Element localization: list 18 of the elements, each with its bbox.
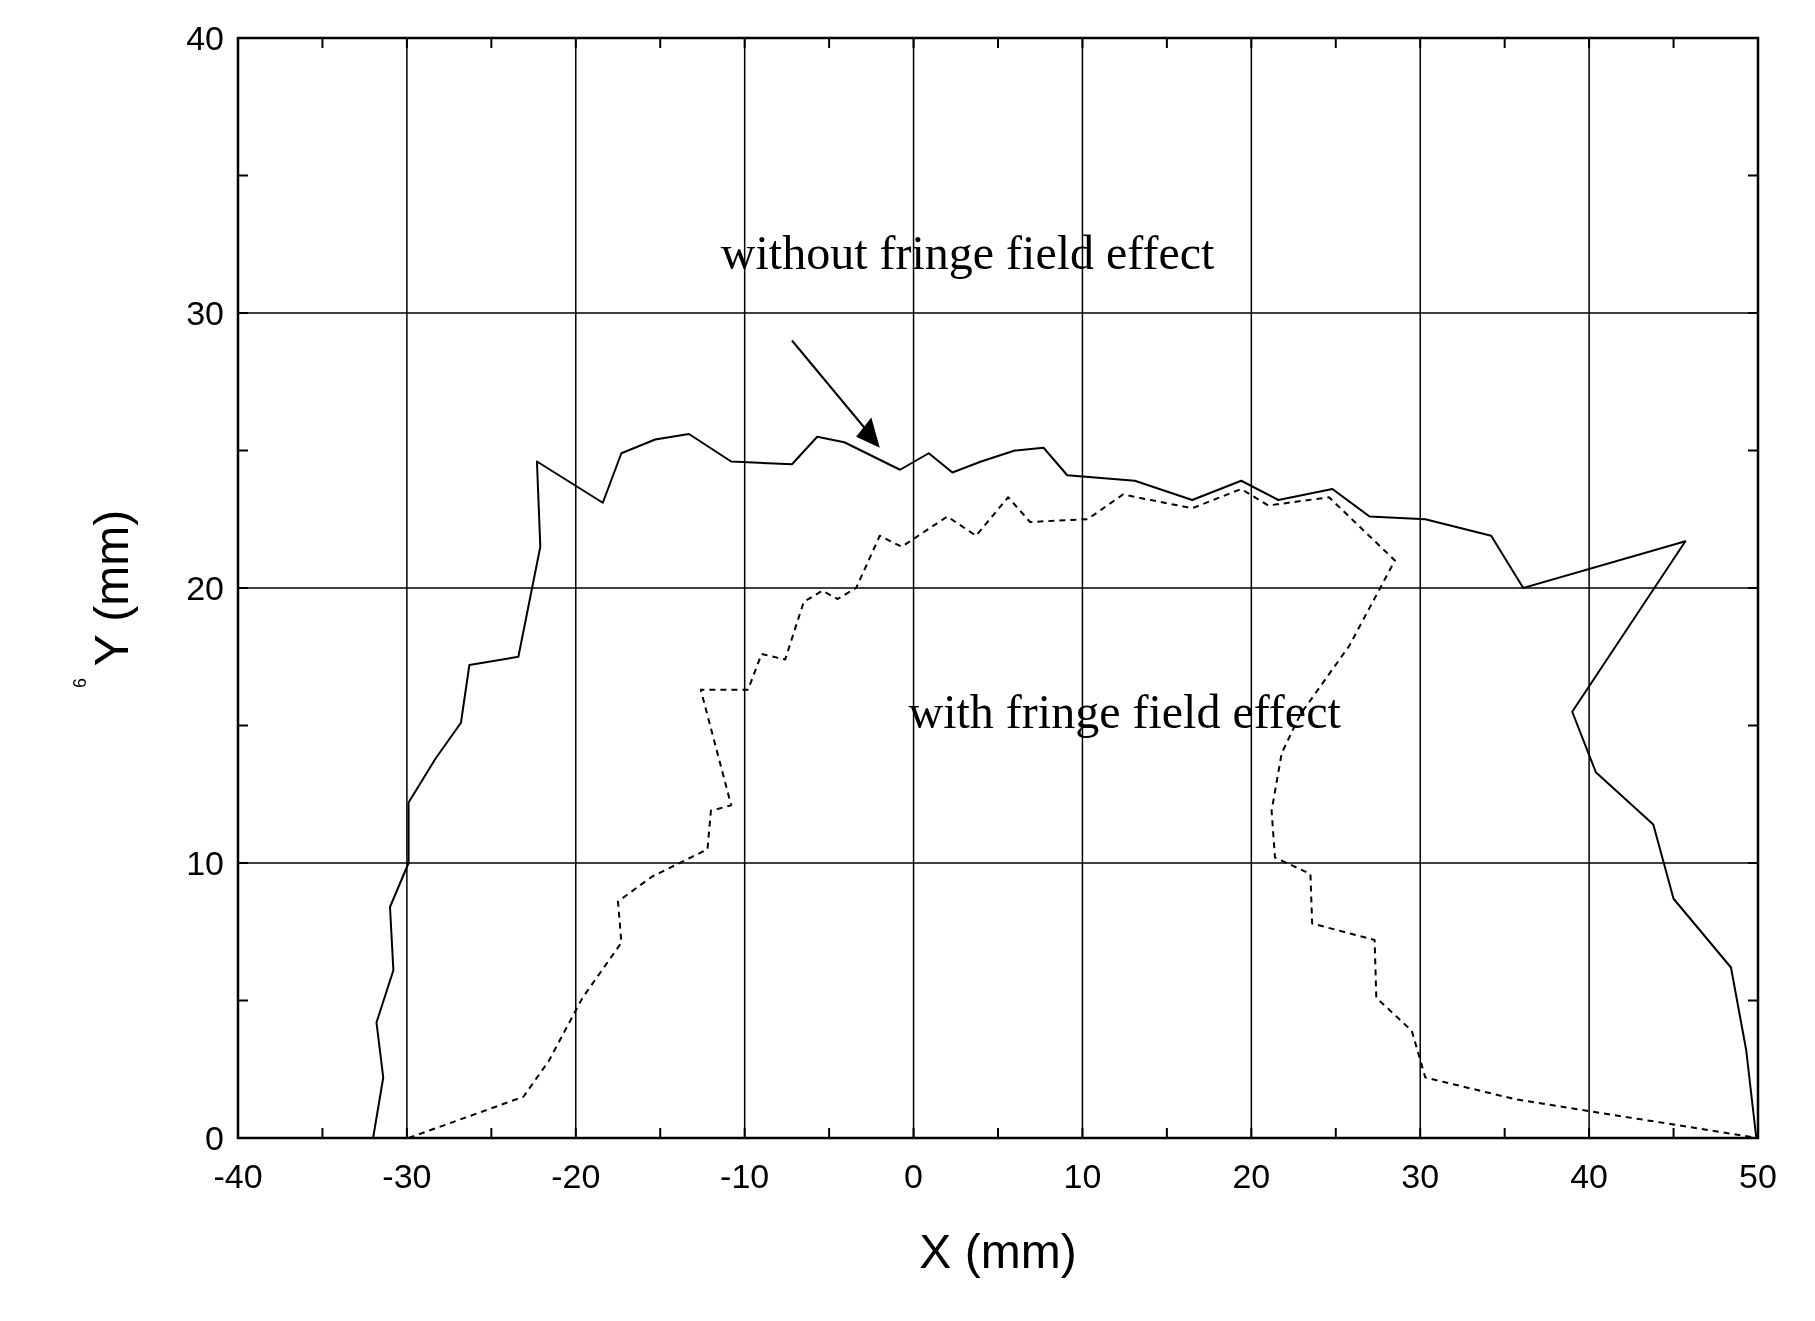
x-tick-label: -20: [551, 1157, 601, 1195]
x-tick-label: 50: [1739, 1157, 1777, 1195]
y-axis-title: Y (mm): [85, 509, 138, 667]
x-tick-label: -30: [382, 1157, 432, 1195]
x-tick-label: 20: [1232, 1157, 1271, 1195]
x-tick-label: 10: [1063, 1157, 1102, 1195]
text: 6: [70, 677, 90, 689]
y-tick-label: 30: [186, 293, 224, 332]
x-tick-label: -10: [720, 1157, 770, 1195]
x-tick-label: 0: [904, 1157, 924, 1195]
y-tick-label: 10: [186, 843, 224, 882]
y-tick-label: 40: [186, 18, 224, 57]
x-axis-title: X (mm): [919, 1225, 1077, 1278]
x-tick-label: 40: [1570, 1157, 1609, 1195]
x-tick-label: 30: [1401, 1157, 1440, 1195]
y-tick-label: 20: [186, 568, 224, 607]
y-tick-label: 0: [205, 1118, 224, 1157]
x-tick-label: -40: [213, 1157, 263, 1195]
